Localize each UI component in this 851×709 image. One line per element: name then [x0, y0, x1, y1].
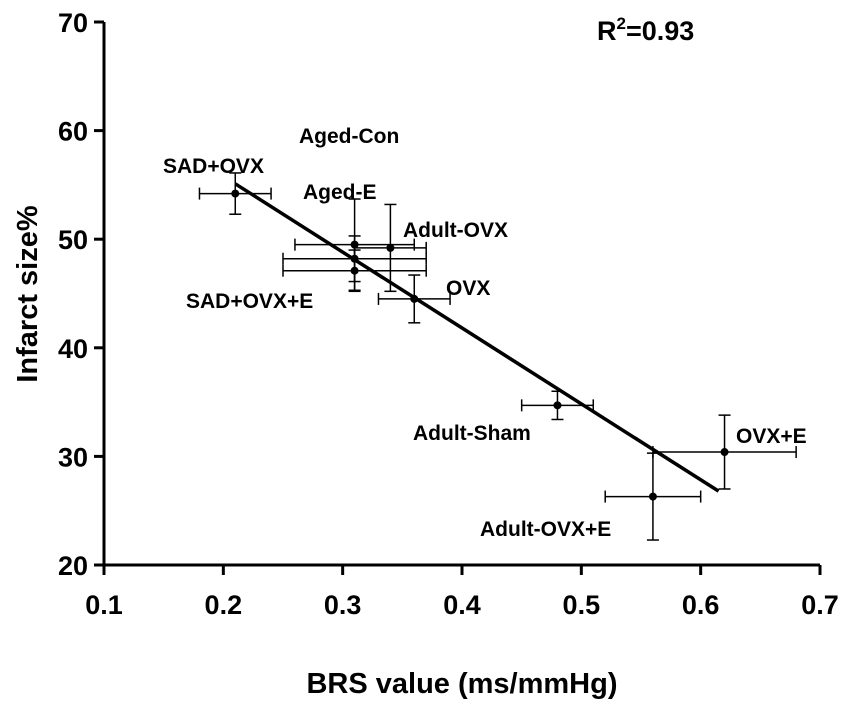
y-tick-label: 70: [58, 8, 88, 38]
data-point-marker: [350, 266, 359, 275]
r-squared-r: R: [597, 16, 617, 46]
label-sad-plus-ovx: SAD+OVX: [163, 155, 264, 178]
r-squared-annotation: R2=0.93: [597, 14, 694, 46]
point-labels: SAD+OVX Aged-Con Aged-E Adult-OVX SAD+OVX+E O…: [163, 125, 807, 541]
point-sad-plus-ovx-plus-e: [282, 249, 427, 293]
regression-line: [234, 182, 720, 493]
label-adult-sham: Adult-Sham: [413, 422, 531, 445]
label-sad-plus-ovx-plus-e: SAD+OVX+E: [186, 290, 313, 313]
y-tick-label: 50: [58, 225, 88, 255]
data-point-marker: [648, 492, 657, 501]
y-axis-title: Infarct size%: [12, 205, 44, 382]
data-point-marker: [553, 401, 562, 410]
x-tick-label: 0.1: [85, 590, 123, 620]
x-tick-label: 0.3: [324, 590, 362, 620]
x-tick-label: 0.4: [443, 590, 481, 620]
label-aged-con: Aged-Con: [299, 125, 399, 148]
x-tick-label: 0.2: [205, 590, 243, 620]
x-ticks: 0.1 0.2 0.3 0.4 0.5 0.6 0.7: [85, 565, 839, 620]
data-point-marker: [410, 294, 419, 303]
point-adult-ovx-plus-e: [604, 452, 702, 541]
y-ticks: 20 30 40 50 60 70: [58, 8, 104, 581]
y-tick-label: 30: [58, 442, 88, 472]
label-adult-ovx-plus-e: Adult-OVX+E: [480, 518, 611, 541]
label-ovx-plus-e: OVX+E: [736, 425, 807, 448]
point-ovx: [377, 274, 451, 324]
point-adult-sham: [520, 390, 595, 421]
point-adult-ovx: [353, 203, 427, 293]
label-ovx: OVX: [446, 277, 490, 300]
label-adult-ovx: Adult-OVX: [403, 219, 508, 242]
r-squared-value: =0.93: [626, 16, 694, 46]
data-point-marker: [720, 448, 729, 457]
label-aged-e: Aged-E: [303, 181, 377, 204]
y-tick-label: 20: [58, 551, 88, 581]
data-point-marker: [231, 189, 240, 198]
y-tick-label: 60: [58, 117, 88, 147]
x-tick-label: 0.7: [801, 590, 839, 620]
point-sad-plus-ovx: [198, 172, 272, 215]
data-points: [198, 172, 797, 541]
y-tick-label: 40: [58, 334, 88, 364]
r-squared-superscript: 2: [617, 14, 626, 33]
x-axis-title: BRS value (ms/mmHg): [306, 668, 617, 700]
point-ovx-plus-e: [652, 414, 797, 490]
data-point-marker: [386, 243, 395, 252]
x-tick-label: 0.6: [682, 590, 720, 620]
x-tick-label: 0.5: [563, 590, 601, 620]
